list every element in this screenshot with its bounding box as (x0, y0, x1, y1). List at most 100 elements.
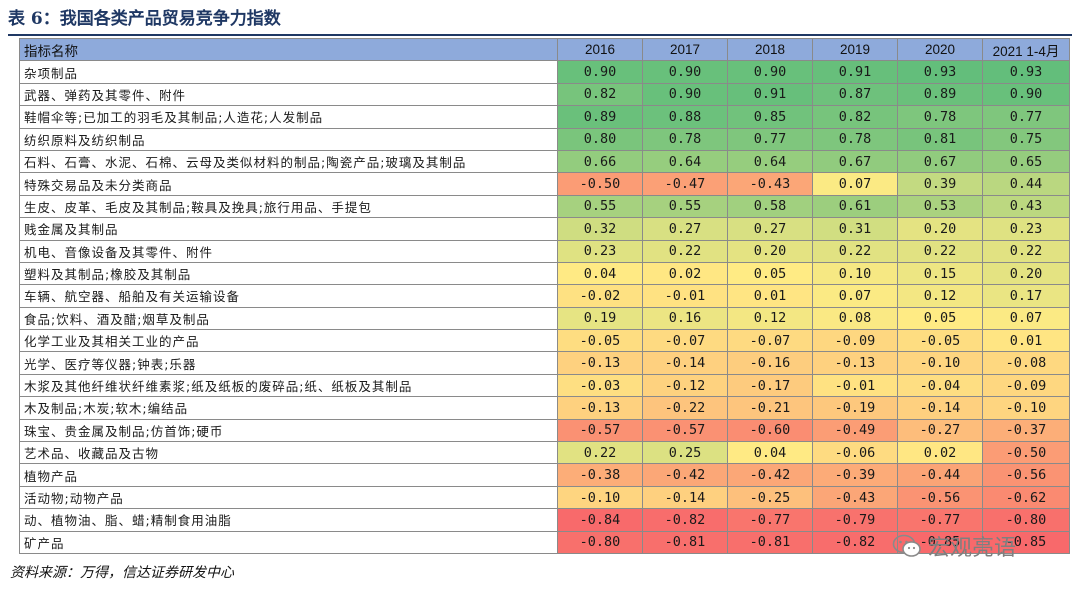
table-row: 特殊交易品及未分类商品 -0.50 -0.47 -0.43 0.07 0.39 0.44 (19, 172, 1070, 196)
value-cell: 0.01 (727, 284, 813, 308)
value-cell: 0.65 (982, 149, 1070, 174)
source-note: 资料来源：万得，信达证券研发中心 (10, 565, 234, 581)
table-row: 木浆及其他纤维状纤维素浆;纸及纸板的废碎品;纸、纸板及其制品 -0.03 -0.12… (19, 373, 1070, 398)
row-label: 杂项制品 (19, 60, 558, 84)
value-cell: -0.80 (982, 508, 1070, 532)
value-cell: 0.77 (727, 127, 813, 151)
value-cell: 0.90 (727, 60, 813, 84)
value-cell: 0.27 (642, 217, 728, 241)
value-cell: -0.01 (812, 373, 898, 398)
header-row: 指标名称 2016 2017 2018 2019 2020 2021 1-4月 (19, 37, 1070, 62)
table-row: 鞋帽伞等;已加工的羽毛及其制品;人造花;人发制品 0.89 0.88 0.85 0.82… (19, 105, 1070, 129)
value-cell: 0.67 (897, 149, 983, 174)
value-cell: 0.02 (642, 261, 728, 286)
row-label: 贱金属及其制品 (19, 217, 558, 241)
value-cell: 0.07 (812, 172, 898, 196)
table-row: 化学工业及其相关工业的产品 -0.05 -0.07 -0.07 -0.09 -0.05 0.… (19, 329, 1070, 353)
value-cell: 0.90 (642, 60, 728, 84)
value-cell: 0.22 (812, 239, 898, 263)
value-cell: -0.57 (557, 418, 643, 443)
value-cell: 0.02 (897, 441, 983, 465)
row-label: 食品;饮料、酒及醋;烟草及制品 (19, 306, 558, 331)
value-cell: 0.87 (812, 82, 898, 107)
value-cell: 0.89 (897, 82, 983, 107)
value-cell: 0.08 (812, 306, 898, 331)
watermark-text: 宏观亮语 (928, 536, 1017, 561)
value-cell: -0.25 (727, 485, 813, 510)
value-cell: 0.05 (897, 306, 983, 331)
value-cell: -0.85 (982, 530, 1070, 554)
value-cell: 0.66 (557, 149, 643, 174)
watermark: 宏观亮语 (892, 528, 1016, 564)
value-cell: 0.17 (982, 284, 1070, 308)
trade-competitiveness-table: 指标名称 2016 2017 2018 2019 2020 2021 1-4月 … (19, 37, 1070, 554)
value-cell: 0.39 (897, 172, 983, 196)
table-row: 食品;饮料、酒及醋;烟草及制品 0.19 0.16 0.12 0.08 0.05 0.07 (19, 306, 1070, 331)
value-cell: 0.27 (727, 217, 813, 241)
value-cell: 0.15 (897, 261, 983, 286)
value-cell: 0.78 (642, 127, 728, 151)
value-cell: 0.55 (557, 194, 643, 219)
row-label: 纺织原料及纺织制品 (19, 127, 558, 151)
value-cell: 0.78 (897, 105, 983, 129)
value-cell: 0.64 (642, 149, 728, 174)
value-cell: -0.10 (897, 351, 983, 375)
row-label: 动、植物油、脂、蜡;精制食用油脂 (19, 508, 558, 532)
value-cell: -0.13 (812, 351, 898, 375)
value-cell: 0.05 (727, 261, 813, 286)
value-cell: 0.77 (982, 105, 1070, 129)
value-cell: -0.60 (727, 418, 813, 443)
value-cell: -0.57 (642, 418, 728, 443)
value-cell: -0.47 (642, 172, 728, 196)
value-cell: -0.43 (812, 485, 898, 510)
row-label: 特殊交易品及未分类商品 (19, 172, 558, 196)
value-cell: -0.07 (727, 329, 813, 353)
value-cell: 0.82 (812, 105, 898, 129)
value-cell: 0.23 (982, 217, 1070, 241)
value-cell: -0.27 (897, 418, 983, 443)
value-cell: 0.67 (812, 149, 898, 174)
value-cell: 0.22 (557, 441, 643, 465)
table-row: 石料、石膏、水泥、石棉、云母及类似材料的制品;陶瓷产品;玻璃及其制品 0.66 0.… (19, 149, 1070, 174)
value-cell: -0.17 (727, 373, 813, 398)
table-row: 植物产品 -0.38 -0.42 -0.42 -0.39 -0.44 -0.56 (19, 463, 1070, 487)
value-cell: 0.88 (642, 105, 728, 129)
value-cell: -0.12 (642, 373, 728, 398)
value-cell: 0.12 (897, 284, 983, 308)
wechat-icon (892, 534, 921, 557)
value-cell: 0.22 (897, 239, 983, 263)
table-row: 贱金属及其制品 0.32 0.27 0.27 0.31 0.20 0.23 (19, 217, 1070, 241)
column-header-year: 2016 (557, 37, 643, 62)
table-row: 塑料及其制品;橡胶及其制品 0.04 0.02 0.05 0.10 0.15 0.20 (19, 261, 1070, 286)
value-cell: -0.37 (982, 418, 1070, 443)
value-cell: -0.09 (982, 373, 1070, 398)
table-row: 光学、医疗等仪器;钟表;乐器 -0.13 -0.14 -0.16 -0.13 -0.10-… (19, 351, 1070, 375)
value-cell: 0.31 (812, 217, 898, 241)
value-cell: 0.43 (982, 194, 1070, 219)
value-cell: 0.58 (727, 194, 813, 219)
value-cell: -0.04 (897, 373, 983, 398)
value-cell: 0.64 (727, 149, 813, 174)
value-cell: -0.77 (727, 508, 813, 532)
value-cell: 0.23 (557, 239, 643, 263)
value-cell: 0.61 (812, 194, 898, 219)
value-cell: -0.10 (557, 485, 643, 510)
value-cell: -0.02 (557, 284, 643, 308)
row-label: 活动物;动物产品 (19, 485, 558, 510)
row-label: 鞋帽伞等;已加工的羽毛及其制品;人造花;人发制品 (19, 105, 558, 129)
column-header-name: 指标名称 (19, 37, 558, 62)
value-cell: 0.20 (982, 261, 1070, 286)
value-cell: -0.42 (642, 463, 728, 487)
value-cell: -0.09 (812, 329, 898, 353)
value-cell: -0.03 (557, 373, 643, 398)
row-label: 塑料及其制品;橡胶及其制品 (19, 261, 558, 286)
value-cell: -0.38 (557, 463, 643, 487)
value-cell: 0.22 (642, 239, 728, 263)
row-label: 武器、弹药及其零件、附件 (19, 82, 558, 107)
table-title: 表 6：我国各类产品贸易竞争力指数 (8, 9, 281, 29)
table-row: 杂项制品 0.90 0.90 0.90 0.91 0.93 0.93 (19, 60, 1070, 84)
value-cell: -0.13 (557, 351, 643, 375)
value-cell: -0.81 (642, 530, 728, 554)
row-label: 木浆及其他纤维状纤维素浆;纸及纸板的废碎品;纸、纸板及其制品 (19, 373, 558, 398)
value-cell: -0.06 (812, 441, 898, 465)
